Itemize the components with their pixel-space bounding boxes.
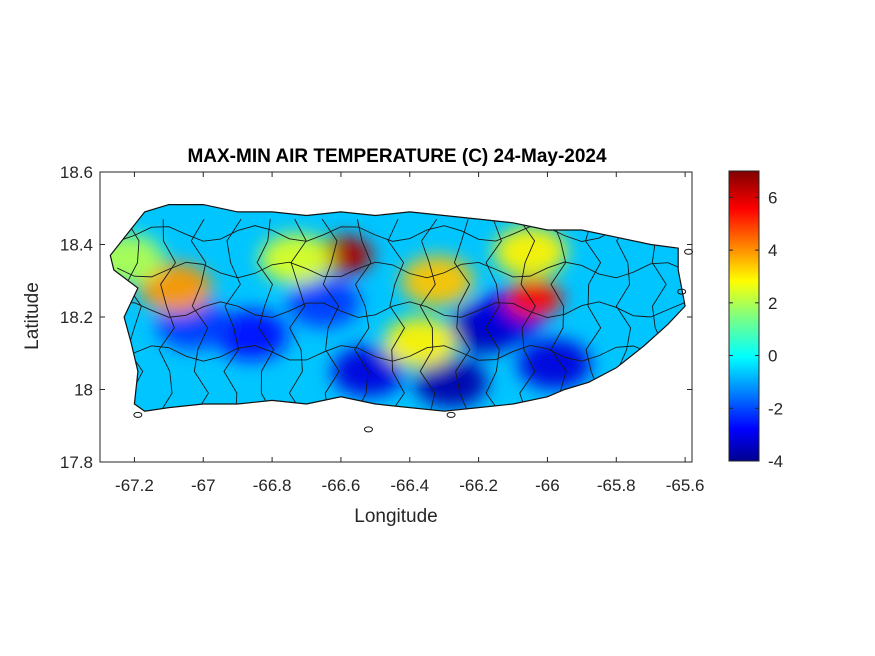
warm-spot xyxy=(139,262,213,314)
cool-spot xyxy=(215,309,288,361)
y-tick-label: 18.6 xyxy=(60,163,93,182)
plot-area: -67.2 -67 -66.8 -66.6 -66.4 -66.2 -66 -65.8 -65.… xyxy=(60,163,705,495)
colorbar-tick-label: -2 xyxy=(768,399,783,418)
colorbar-tick-label: 4 xyxy=(768,241,777,260)
island-coastline xyxy=(109,204,686,412)
warm-spot xyxy=(505,279,563,319)
x-tick-label: -67.2 xyxy=(115,476,154,495)
colorbar-gradient xyxy=(728,170,760,462)
warm-spot xyxy=(259,233,333,285)
cool-spot xyxy=(287,277,361,328)
colorbar-tick-label: 2 xyxy=(768,294,777,313)
y-tick-label: 18.2 xyxy=(60,308,93,327)
x-tick-label: -66.4 xyxy=(390,476,429,495)
x-tick-label: -66.2 xyxy=(459,476,498,495)
warm-spot xyxy=(110,233,164,285)
y-tick-label: 18 xyxy=(74,381,93,400)
cool-spot xyxy=(517,338,591,390)
warm-spot xyxy=(400,255,474,306)
municipality-boundaries xyxy=(117,218,686,412)
x-tick-label: -66.6 xyxy=(322,476,361,495)
x-tick-label: -66 xyxy=(535,476,560,495)
x-tick-label: -65.6 xyxy=(666,476,705,495)
y-tick-label: 18.4 xyxy=(60,236,93,255)
colorbar-tick-label: 6 xyxy=(768,188,777,207)
x-tick-label: -66.8 xyxy=(253,476,292,495)
cool-spot xyxy=(414,357,488,408)
x-tick-label: -67 xyxy=(191,476,216,495)
warm-spot xyxy=(383,317,457,368)
offshore-islets xyxy=(133,248,694,433)
colorbar: -4 -2 0 2 4 6 xyxy=(728,170,783,471)
y-axis-label: Latitude xyxy=(22,282,43,350)
colorbar-tick-label: 0 xyxy=(768,347,777,366)
x-axis-label: Longitude xyxy=(354,506,437,527)
y-tick-label: 17.8 xyxy=(60,453,93,472)
chart-title: MAX-MIN AIR TEMPERATURE (C) 24-May-2024 xyxy=(187,146,607,167)
colorbar-tick-label: -4 xyxy=(768,452,783,471)
x-tick-label: -65.8 xyxy=(597,476,636,495)
